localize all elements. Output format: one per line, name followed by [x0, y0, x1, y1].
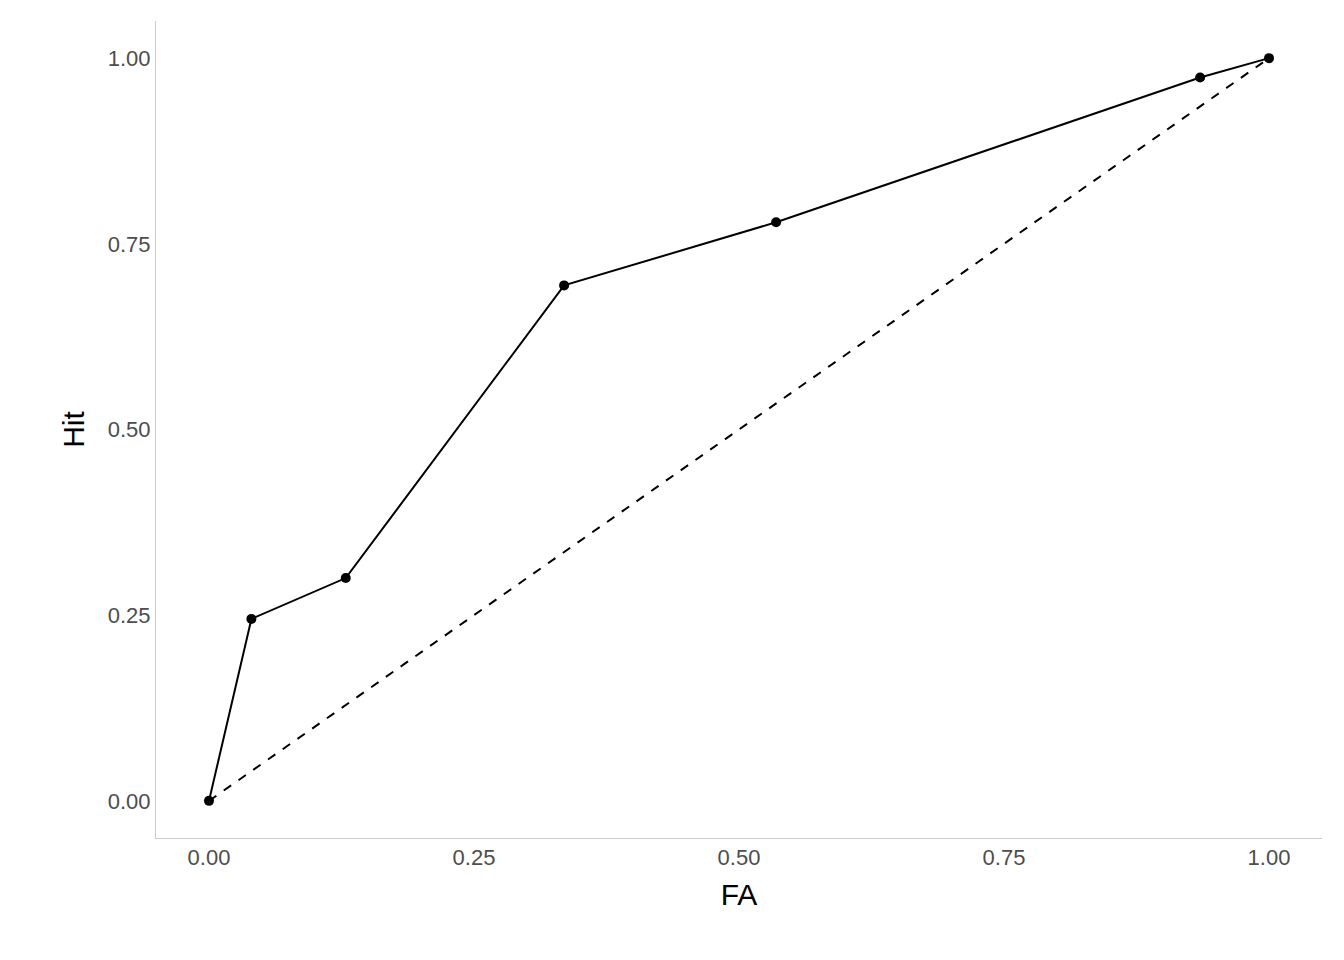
svg-text:1.00: 1.00: [1248, 845, 1291, 870]
svg-text:0.75: 0.75: [983, 845, 1026, 870]
svg-text:0.50: 0.50: [718, 845, 761, 870]
svg-text:0.00: 0.00: [108, 789, 151, 814]
svg-text:0.25: 0.25: [108, 603, 151, 628]
svg-text:FA: FA: [721, 878, 758, 911]
svg-text:0.25: 0.25: [453, 845, 496, 870]
svg-text:0.50: 0.50: [108, 417, 151, 442]
svg-text:0.00: 0.00: [188, 845, 231, 870]
svg-text:1.00: 1.00: [108, 46, 151, 71]
svg-text:0.75: 0.75: [108, 232, 151, 257]
svg-text:Hit: Hit: [57, 411, 90, 448]
